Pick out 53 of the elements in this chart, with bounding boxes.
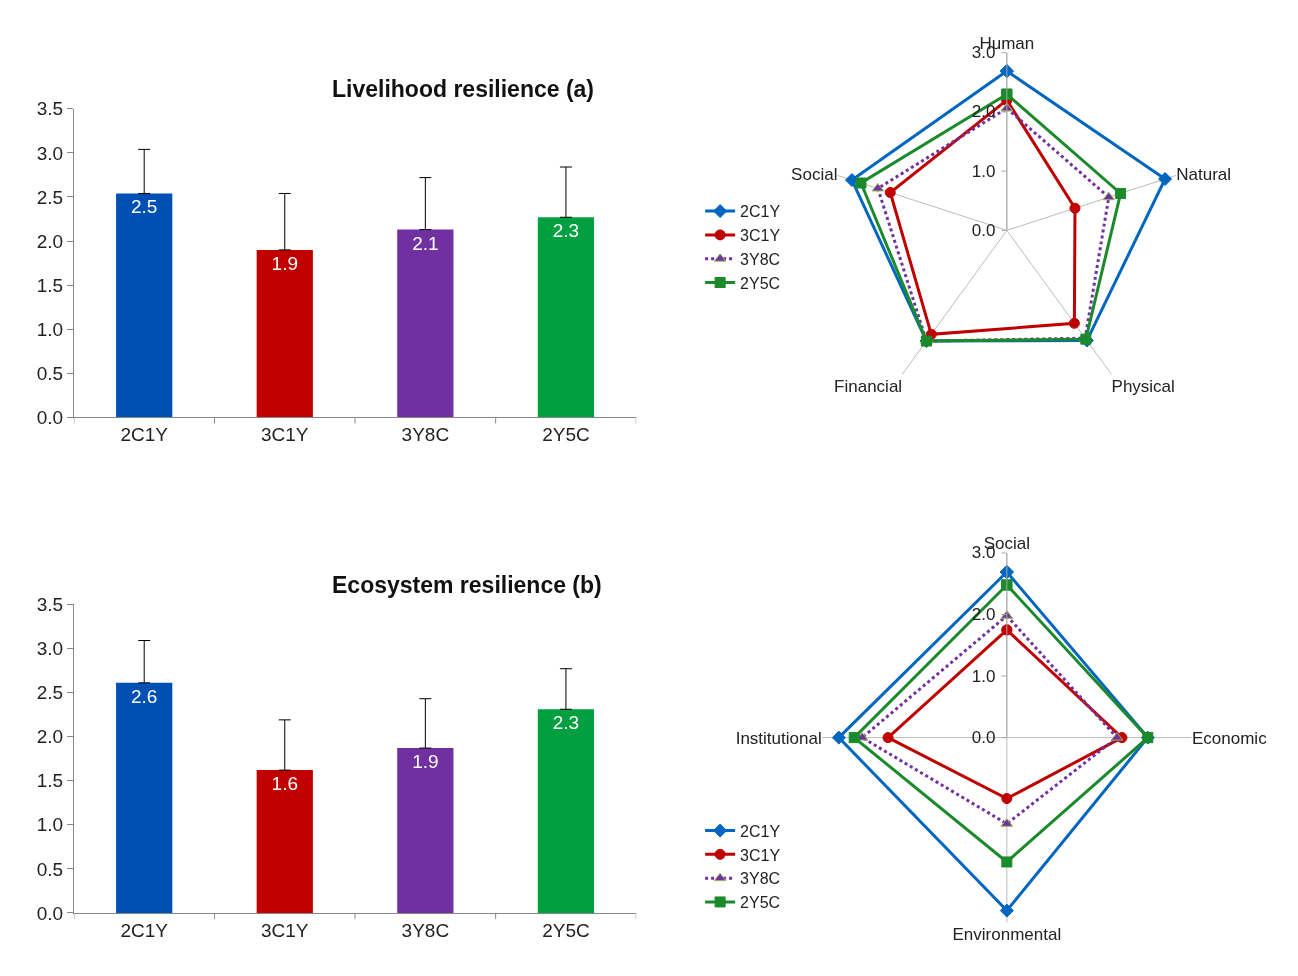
y-tick-label: 2.5	[36, 682, 64, 704]
spoke-label: Environmental	[952, 924, 1062, 944]
data-label: 2.3	[552, 712, 580, 734]
legend-label: 3Y8C	[740, 870, 781, 888]
y-tick-label: 0.5	[36, 858, 64, 880]
data-label: 1.9	[271, 252, 298, 274]
data-label: 2.1	[412, 232, 439, 254]
x-tick-label: 2C1Y	[120, 919, 169, 941]
y-tick-label: 0.0	[36, 407, 64, 429]
y-tick-label: 1.0	[36, 814, 64, 836]
y-tick-label: 1.5	[36, 274, 64, 296]
spoke-label: Economic	[1192, 728, 1268, 748]
data-label: 2.6	[130, 685, 158, 707]
legend-label: 3C1Y	[740, 846, 781, 864]
spoke-label: Natural	[1176, 164, 1232, 184]
legend-label: 2C1Y	[740, 822, 781, 840]
y-tick-label: 1.5	[36, 770, 64, 792]
y-tick-label: 2.0	[36, 230, 64, 252]
chart-title: Livelihood resilience (a)	[332, 76, 595, 102]
data-label: 2.3	[552, 220, 580, 242]
y-tick-label: 2.0	[36, 726, 64, 748]
spoke-label: Social	[791, 164, 838, 184]
y-tick-label: 0.0	[36, 902, 64, 924]
x-tick-label: 2Y5C	[542, 424, 590, 446]
y-tick-label: 0.0	[971, 728, 996, 748]
x-tick-label: 3C1Y	[261, 424, 309, 446]
x-tick-label: 2Y5C	[542, 919, 590, 941]
y-tick-label: 2.5	[36, 186, 64, 208]
data-label: 1.9	[412, 751, 439, 773]
x-tick-label: 3Y8C	[401, 919, 450, 941]
x-tick-label: 2C1Y	[120, 424, 169, 446]
data-label: 2.5	[130, 196, 158, 218]
y-tick-label: 3.0	[36, 638, 64, 660]
spoke-label: Institutional	[735, 728, 822, 748]
spoke-label: Financial	[834, 376, 903, 396]
legend-label: 3C1Y	[740, 227, 781, 245]
legend-label: 2Y5C	[740, 894, 781, 912]
y-tick-label: 1.0	[971, 161, 996, 181]
chart-title: Ecosystem resilience (b)	[332, 572, 602, 598]
y-tick-label: 0.5	[36, 362, 64, 384]
data-label: 1.6	[271, 773, 298, 795]
y-tick-label: 1.0	[971, 666, 996, 686]
spoke-label: Physical	[1111, 376, 1175, 396]
y-tick-label: 0.0	[971, 220, 996, 240]
legend-label: 2Y5C	[740, 274, 781, 292]
x-tick-label: 3Y8C	[401, 424, 450, 446]
y-tick-label: 1.0	[36, 318, 64, 340]
legend-label: 2C1Y	[740, 203, 781, 221]
y-tick-label: 3.0	[36, 142, 64, 164]
x-tick-label: 3C1Y	[261, 919, 309, 941]
y-tick-label: 3.5	[36, 594, 64, 616]
y-tick-label: 3.5	[36, 98, 64, 120]
legend-label: 3Y8C	[740, 250, 781, 268]
